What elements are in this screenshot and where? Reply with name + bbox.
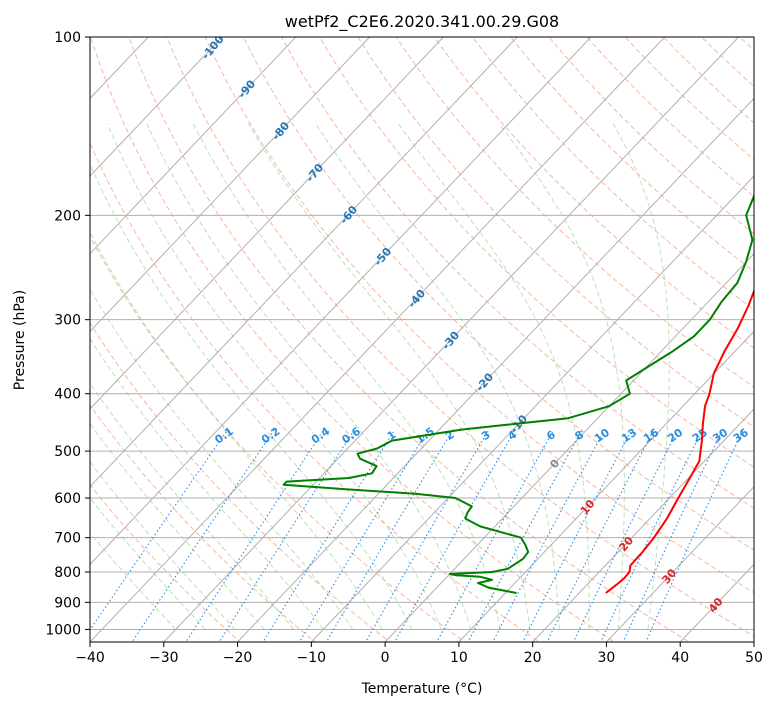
x-tick-label: 0 — [381, 650, 390, 666]
y-tick-label: 800 — [54, 565, 81, 581]
y-tick-label: 1000 — [45, 622, 81, 638]
mixing-ratio-line — [218, 429, 356, 642]
y-tick-label: 100 — [54, 30, 81, 46]
dry-adiabat — [90, 235, 466, 642]
dry-adiabat — [510, 37, 754, 273]
dry-adiabat — [166, 37, 754, 637]
temperature-profile — [605, 288, 754, 594]
background-lines — [90, 37, 754, 642]
x-tick-label: 50 — [745, 650, 763, 666]
dry-adiabat — [204, 37, 754, 594]
moist-adiabat — [90, 423, 265, 630]
isotherm-line — [90, 37, 297, 255]
y-tick-label: 500 — [54, 444, 81, 460]
x-tick-label: −40 — [75, 650, 105, 666]
x-axis-label: Temperature (°C) — [361, 681, 483, 697]
moist-adiabat — [90, 337, 324, 630]
isotherm-line — [458, 330, 754, 642]
dry-adiabat — [319, 37, 754, 468]
moist-adiabat — [90, 231, 383, 630]
plot-frame — [89, 36, 755, 643]
mixing-ratio-line — [622, 429, 724, 642]
dry-adiabat — [242, 37, 754, 551]
x-axis: −40 −30 −20 −10 0 10 20 30 40 50 — [75, 642, 763, 666]
mixing-ratio-line — [546, 429, 655, 642]
dry-adiabat — [624, 37, 754, 161]
x-tick-label: 10 — [450, 650, 468, 666]
moist-adiabat — [90, 288, 354, 630]
moist-adiabat — [90, 382, 295, 630]
x-tick-label: 20 — [524, 650, 542, 666]
mixing-ratio-line — [394, 429, 516, 642]
y-tick-label: 300 — [54, 313, 81, 329]
mixing-ratio-line — [90, 429, 229, 631]
isotherm-line — [163, 37, 740, 642]
x-tick-label: 40 — [671, 650, 689, 666]
mixing-ratio-line — [436, 429, 555, 642]
y-axis: 100 200 300 400 500 600 700 800 900 1000 — [45, 30, 90, 638]
mixing-ratio-line — [185, 429, 325, 642]
isotherm-line — [90, 37, 445, 410]
moist-adiabat — [498, 123, 625, 630]
isotherm-line — [605, 485, 754, 642]
chart-title: wetPf2_C2E6.2020.341.00.29.G08 — [285, 12, 559, 32]
mixing-ratio-line — [600, 429, 703, 642]
plot-area — [90, 37, 754, 642]
mixing-ratio-line — [645, 429, 744, 642]
y-tick-label: 200 — [54, 208, 81, 224]
isotherm-line — [90, 37, 371, 333]
x-tick-label: −10 — [297, 650, 327, 666]
dry-adiabat — [395, 37, 754, 388]
dry-adiabat — [90, 404, 316, 642]
x-tick-label: −20 — [223, 650, 253, 666]
mixing-ratio-line — [131, 429, 275, 642]
mixing-ratio-line — [365, 429, 490, 642]
isotherm-line — [90, 37, 518, 488]
dry-adiabat — [90, 141, 541, 642]
mixing-ratio-line — [522, 429, 633, 642]
x-tick-label: 30 — [598, 650, 616, 666]
moist-adiabat — [315, 123, 560, 630]
isotherm-line — [236, 97, 754, 642]
moist-adiabat — [90, 461, 236, 630]
dry-adiabat — [90, 37, 616, 642]
dry-adiabat — [90, 484, 241, 642]
y-tick-label: 700 — [54, 531, 81, 547]
moist-adiabat — [106, 123, 442, 630]
moist-adiabat — [146, 123, 472, 630]
x-tick-label: −30 — [149, 650, 179, 666]
isotherm-line — [384, 252, 754, 642]
dewpoint-profile — [282, 193, 754, 594]
dry-adiabat — [433, 37, 754, 349]
mixing-ratio-line — [325, 429, 454, 642]
moist-adiabat — [612, 123, 670, 630]
profiles — [282, 193, 754, 594]
isotherm-line — [531, 408, 754, 642]
dry-adiabat — [128, 37, 691, 642]
mixing-ratio-line — [572, 429, 679, 642]
dry-adiabat — [90, 321, 391, 642]
y-tick-label: 600 — [54, 491, 81, 507]
dry-adiabat — [548, 37, 754, 235]
isotherm-line — [90, 37, 223, 177]
moist-adiabat — [192, 123, 501, 630]
moist-adiabat — [248, 123, 531, 630]
y-tick-label: 900 — [54, 595, 81, 611]
y-tick-label: 400 — [54, 387, 81, 403]
moist-adiabat — [397, 123, 590, 630]
isotherm-line — [310, 175, 754, 642]
isotherm-line — [90, 37, 666, 642]
y-axis-label: Pressure (hPa) — [12, 290, 28, 390]
dry-adiabat — [472, 37, 754, 311]
isotherm-line — [90, 37, 592, 566]
